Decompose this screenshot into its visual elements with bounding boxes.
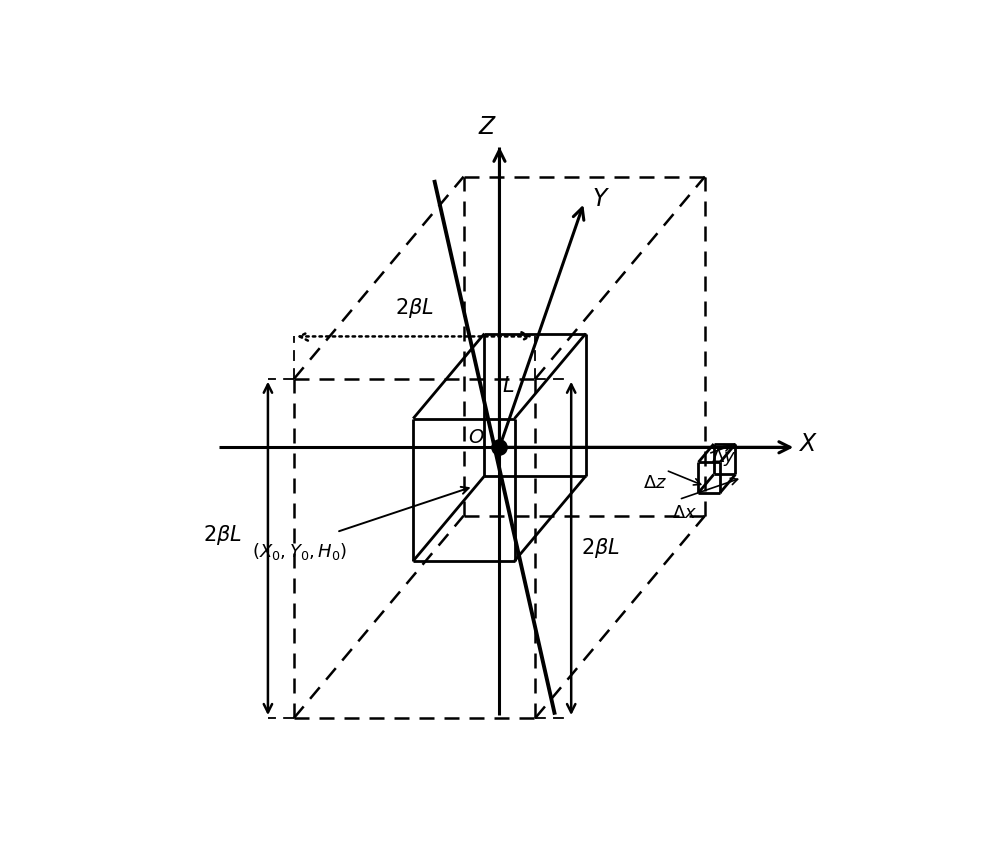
Text: $2\beta L$: $2\beta L$ [581,536,620,561]
Text: $(X_0, Y_0, H_0)$: $(X_0, Y_0, H_0)$ [252,541,347,562]
Text: $\Delta x$: $\Delta x$ [672,503,697,522]
Text: $2\beta L$: $2\beta L$ [203,523,242,547]
Text: $X$: $X$ [798,432,818,456]
Text: $L$: $L$ [502,376,514,396]
Text: $O$: $O$ [468,428,485,447]
Text: $\Delta y$: $\Delta y$ [711,446,737,468]
Text: $Y$: $Y$ [592,187,610,211]
Text: $\Delta z$: $\Delta z$ [643,474,667,492]
Text: $2\beta L$: $2\beta L$ [395,296,434,320]
Text: $Z$: $Z$ [478,115,497,140]
